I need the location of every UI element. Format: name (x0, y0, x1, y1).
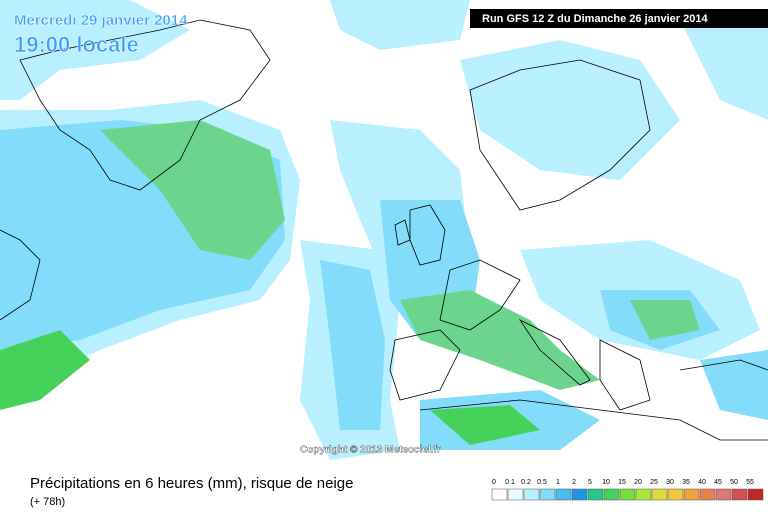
legend-swatch (491, 488, 508, 501)
legend-swatch (715, 488, 732, 501)
map-time: 19:00 locale (14, 32, 139, 57)
legend-label: 35 (682, 479, 690, 486)
legend-swatch (731, 488, 748, 501)
legend-swatch (747, 488, 764, 501)
legend-label: 0 (492, 479, 496, 486)
legend-swatch (587, 488, 604, 501)
copyright: Copyright © 2013 Meteociel.fr (300, 445, 441, 456)
legend-label: 30 (666, 479, 674, 486)
precipitation-areas (0, 0, 768, 460)
legend-label: 1 (556, 479, 560, 486)
legend-swatch (635, 488, 652, 501)
legend-swatch (667, 488, 684, 501)
legend-label: 50 (730, 479, 738, 486)
legend-swatch (683, 488, 700, 501)
legend-swatch (571, 488, 588, 501)
legend-swatch (651, 488, 668, 501)
legend-label: 15 (618, 479, 626, 486)
legend-swatch (619, 488, 636, 501)
legend-swatch (603, 488, 620, 501)
legend: 0 0.1 0.2 0.5 1 2 5 10 15 20 25 30 35 40 45 50 55 (491, 479, 764, 501)
legend-swatch (523, 488, 540, 501)
legend-swatch (699, 488, 716, 501)
legend-label: 40 (698, 479, 706, 486)
legend-swatch (507, 488, 524, 501)
run-info: Run GFS 12 Z du Dimanche 26 janvier 2014 (482, 13, 708, 25)
legend-swatch (555, 488, 572, 501)
footer-title: Précipitations en 6 heures (mm), risque … (30, 475, 354, 492)
footer-lead: (+ 78h) (30, 496, 65, 508)
legend-label: 45 (714, 479, 722, 486)
legend-swatch (539, 488, 556, 501)
legend-label: 0.2 (521, 479, 531, 486)
legend-label: 2 (572, 479, 576, 486)
legend-label: 20 (634, 479, 642, 486)
coastlines (0, 19, 768, 441)
run-banner (470, 9, 768, 28)
legend-label: 0.5 (537, 479, 547, 486)
legend-label: 5 (588, 479, 592, 486)
legend-label: 25 (650, 479, 658, 486)
legend-label: 10 (602, 479, 610, 486)
legend-label: 0.1 (505, 479, 515, 486)
map-date: Mercredi 29 janvier 2014 (14, 12, 188, 29)
legend-label: 55 (746, 479, 754, 486)
